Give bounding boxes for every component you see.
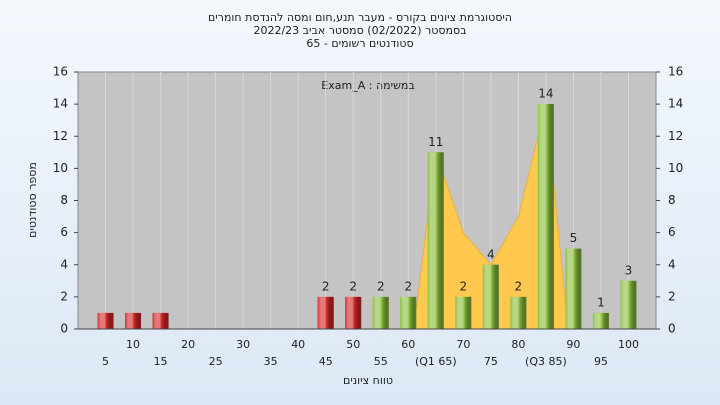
x-tick-label: (Q1 65) [415,355,457,368]
bar-shade [565,248,582,329]
chart-subtitle: סטודנטים רשומים - 65 [306,37,413,50]
bar-shade [592,312,609,329]
x-tick-label: 75 [484,355,498,368]
x-tick-label: 30 [236,338,250,351]
x-tick-label: 20 [181,338,195,351]
y2-tick-label: 12 [668,129,683,143]
y2-tick-label: 14 [668,97,683,111]
data-label: 2 [404,279,412,293]
bar-shade [152,312,169,329]
bar-shade [620,280,637,329]
data-label: 14 [538,87,553,101]
x-tick-label: 100 [618,338,639,351]
x-tick-label: (Q3 85) [525,355,567,368]
y-tick-label: 16 [53,65,68,79]
chart-title: היסטוגרמת ציונים בקורס - מעבר תנע,חום ומ… [208,11,512,24]
bar-shade [317,296,334,329]
bar-shade [455,296,472,329]
data-label: 2 [322,279,330,293]
x-tick-label: 90 [566,338,580,351]
y2-tick-label: 0 [668,322,676,336]
data-label: 1 [597,295,605,309]
data-label: 11 [428,135,443,149]
data-label: 3 [625,263,633,277]
y2-tick-label: 10 [668,161,683,175]
y-tick-label: 8 [60,193,68,207]
x-tick-label: 25 [209,355,223,368]
y-tick-label: 12 [53,129,68,143]
y-tick-label: 4 [60,257,68,271]
x-tick-label: 15 [154,355,168,368]
x-axis-title: טווח ציונים [343,374,393,387]
x-tick-label: 5 [102,355,109,368]
y-tick-label: 2 [60,289,68,303]
x-tick-label: 50 [346,338,360,351]
x-tick-label: 95 [594,355,608,368]
annotation: במשימה : Exam_A [321,79,414,92]
bar-shade [537,104,554,329]
x-tick-label: 60 [401,338,415,351]
y-tick-label: 10 [53,161,68,175]
bar-shade [482,264,499,329]
bar-shade [125,312,142,329]
bar-shade [427,152,444,329]
x-tick-label: 55 [374,355,388,368]
chart-subtitle: בסמסטר (02/2022) סמסטר אביב 2022/23 [253,24,466,37]
bar-shade [372,296,389,329]
y2-tick-label: 16 [668,65,683,79]
x-tick-label: 80 [511,338,525,351]
data-label: 2 [349,279,357,293]
data-label: 2 [460,279,468,293]
y-tick-label: 0 [60,322,68,336]
x-tick-label: 45 [319,355,333,368]
x-tick-label: 10 [126,338,140,351]
data-label: 4 [487,247,495,261]
x-tick-label: 70 [456,338,470,351]
y-axis-title: מספר סטודנטים [26,162,39,238]
y2-tick-label: 8 [668,193,676,207]
y2-tick-label: 6 [668,225,676,239]
y-tick-label: 6 [60,225,68,239]
data-label: 2 [515,279,523,293]
x-tick-label: 35 [264,355,278,368]
bar-shade [345,296,362,329]
data-label: 2 [377,279,385,293]
y-tick-label: 14 [53,97,68,111]
x-tick-label: 40 [291,338,305,351]
y2-tick-label: 4 [668,257,676,271]
bar-shade [97,312,114,329]
data-label: 5 [570,231,578,245]
bar-shade [400,296,417,329]
bar-shade [510,296,527,329]
y2-tick-label: 2 [668,289,676,303]
